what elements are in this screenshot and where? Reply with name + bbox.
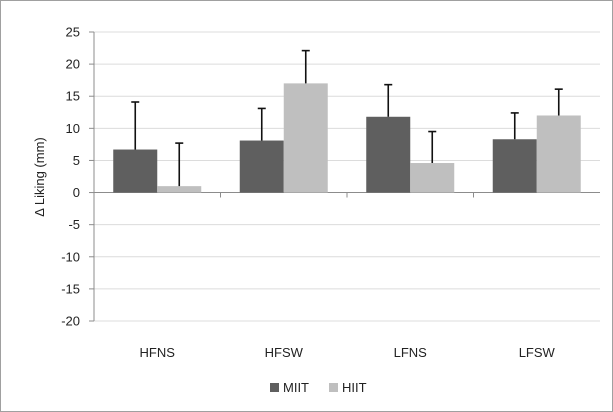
bar-miit-hfns	[113, 149, 158, 193]
y-axis-title: Δ Liking (mm)	[32, 137, 47, 216]
y-tick-label: -5	[68, 217, 80, 232]
error-bars	[131, 49, 563, 187]
bar-miit-lfsw	[492, 139, 537, 193]
tick-labels: 25 20 15 10 5 0 -5 -10 -15 -20 HFNS HFSW LFNS LFSW	[61, 25, 555, 361]
gridlines	[94, 31, 600, 322]
bar-hiit-hfns	[157, 186, 202, 193]
bar-miit-hfsw	[239, 140, 284, 193]
y-tick-label: 0	[73, 185, 80, 200]
legend-label: HIIT	[342, 380, 367, 395]
y-tick-label: -15	[61, 281, 80, 296]
y-tick-label: 20	[66, 57, 80, 72]
x-tick-label: HFSW	[265, 345, 304, 360]
legend-swatch	[329, 383, 338, 392]
bar-hiit-lfsw	[536, 115, 581, 193]
bar-hiit-lfns	[410, 163, 455, 193]
y-tick-label: 15	[66, 89, 80, 104]
legend-label: MIIT	[283, 380, 309, 395]
x-tick-label: LFSW	[519, 345, 556, 360]
x-tick-label: HFNS	[140, 345, 176, 360]
y-tick-label: 5	[73, 153, 80, 168]
y-tick-label: -10	[61, 249, 80, 264]
bar-miit-lfns	[366, 116, 411, 193]
bars	[113, 83, 581, 193]
y-tick-label: 10	[66, 121, 80, 136]
bar-hiit-hfsw	[283, 83, 328, 193]
x-tick-label: LFNS	[394, 345, 428, 360]
legend: MIIT HIIT	[270, 380, 367, 395]
y-tick-label: -20	[61, 314, 80, 329]
y-tick-label: 25	[66, 25, 80, 40]
legend-swatch	[270, 383, 279, 392]
